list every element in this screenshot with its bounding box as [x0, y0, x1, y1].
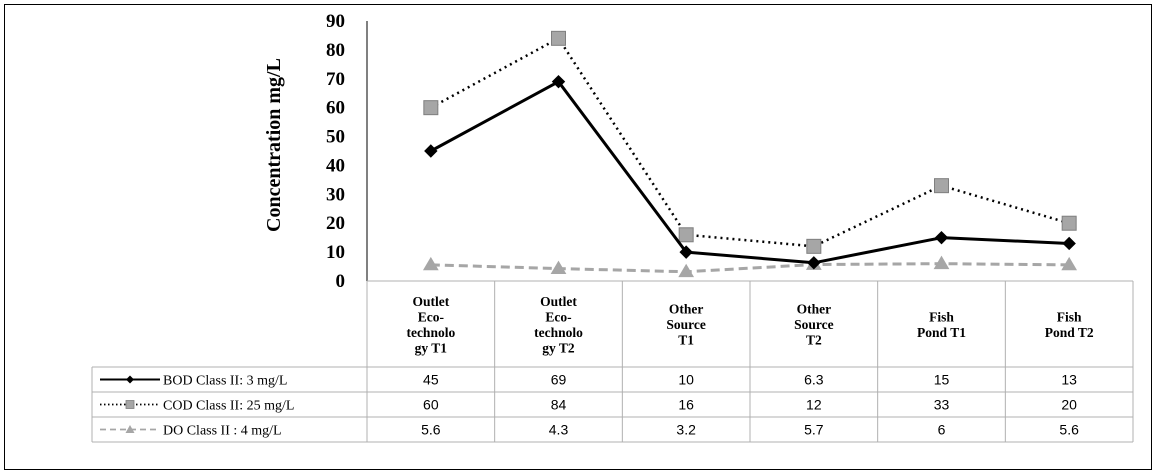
legend-key-marker — [125, 400, 135, 409]
table-cell-value: 10 — [678, 372, 694, 388]
table-cell-value: 4.3 — [549, 422, 569, 438]
series-line-square — [430, 37, 1070, 248]
table-cell-value: 5.6 — [421, 422, 441, 438]
table-cell-value: 33 — [934, 397, 950, 413]
data-point-square — [423, 100, 439, 116]
category-label: Outlet Eco-technolo gy T1 — [406, 294, 455, 356]
data-point-diamond — [1062, 236, 1076, 251]
legend-series-name: BOD Class II: 3 mg/L — [163, 374, 287, 389]
data-point-diamond — [551, 74, 566, 89]
data-point-diamond — [679, 245, 693, 259]
data-point-diamond — [807, 256, 821, 270]
table-cell-value: 20 — [1061, 397, 1077, 413]
table-cell-value: 69 — [551, 372, 567, 388]
category-label: Fish Pond T2 — [1045, 309, 1094, 340]
table-cell-value: 5.7 — [804, 422, 824, 438]
legend-key-marker — [125, 425, 135, 433]
table-cell-value: 3.2 — [676, 422, 696, 438]
table-cell-value: 16 — [678, 397, 694, 413]
data-point-triangle — [678, 263, 695, 278]
data-point-square — [1061, 215, 1077, 231]
table-cell-value: 45 — [423, 372, 439, 388]
series-line-diamond — [430, 80, 1070, 265]
table-cell-value: 6.3 — [804, 372, 824, 388]
legend-series-name: DO Class II : 4 mg/L — [163, 424, 282, 439]
y-tick-label: 20 — [326, 213, 345, 234]
y-tick-label: 10 — [326, 242, 345, 263]
data-point-square — [551, 30, 566, 46]
data-point-diamond — [934, 230, 949, 245]
y-axis-title: Concentration mg/L — [263, 58, 285, 232]
y-tick-label: 80 — [326, 40, 345, 61]
legend-key-marker — [126, 375, 134, 384]
table-cell-value: 6 — [938, 422, 946, 438]
table-cell-value: 13 — [1061, 372, 1077, 388]
data-point-triangle — [933, 255, 950, 270]
category-label: Outlet Eco-technolo gy T2 — [534, 294, 583, 356]
chart-frame — [4, 4, 1152, 470]
table-cell-value: 84 — [551, 397, 567, 413]
table-cell-value: 5.6 — [1059, 422, 1079, 438]
data-point-diamond — [424, 144, 438, 158]
legend-series-name: COD Class II: 25 mg/L — [163, 399, 294, 414]
data-point-triangle — [1061, 256, 1078, 271]
category-label: Other Source T1 — [666, 302, 706, 348]
table-cell-value: 60 — [423, 397, 439, 413]
data-point-square — [806, 238, 822, 254]
series-line-triangle — [430, 262, 1070, 274]
table-cell-value: 15 — [934, 372, 950, 388]
category-label: Other Source T2 — [794, 302, 834, 348]
y-tick-label: 70 — [326, 69, 345, 90]
table-cell-value: 12 — [806, 397, 822, 413]
data-point-square — [934, 178, 949, 194]
data-point-square — [678, 227, 694, 243]
y-tick-label: 50 — [326, 127, 345, 148]
category-label: Fish Pond T1 — [917, 309, 966, 340]
y-tick-label: 0 — [336, 271, 346, 292]
y-tick-label: 30 — [326, 184, 345, 205]
y-tick-label: 40 — [326, 155, 345, 176]
y-tick-label: 60 — [326, 98, 345, 119]
y-tick-label: 90 — [326, 11, 345, 32]
data-point-triangle — [550, 260, 567, 274]
data-point-triangle — [422, 256, 439, 271]
